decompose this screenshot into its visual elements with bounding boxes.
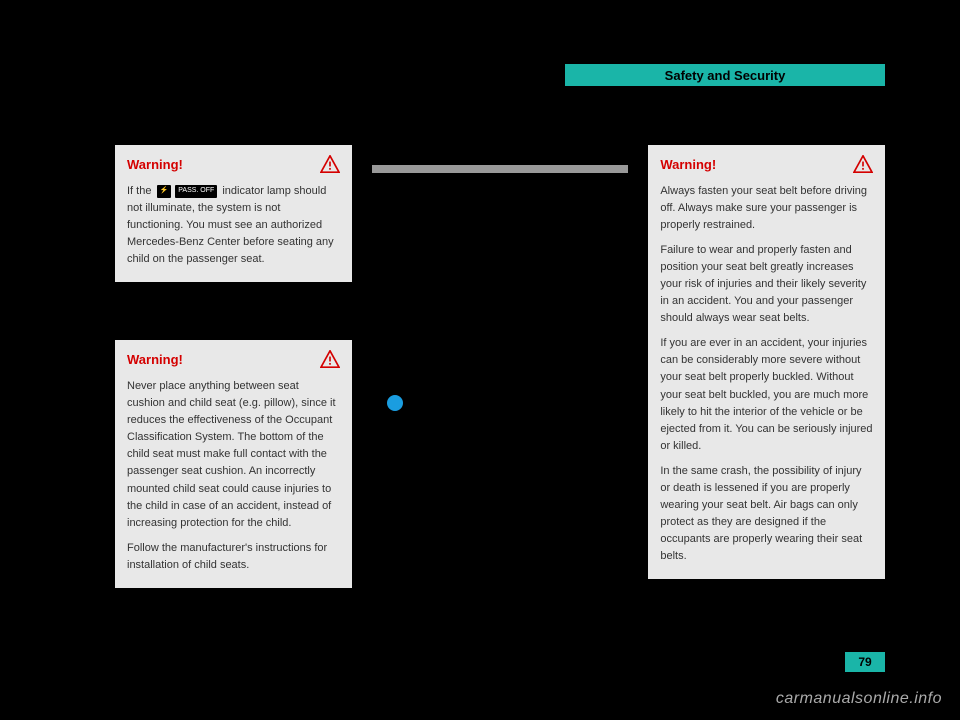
warning-p1: Never place anything between seat cushio… bbox=[127, 378, 340, 531]
section-title: Safety and Security bbox=[665, 68, 786, 83]
warning-box-childseat: Warning! Never place anything between se… bbox=[115, 340, 352, 588]
warning-header: Warning! bbox=[648, 145, 885, 179]
warning-triangle-icon bbox=[320, 350, 340, 368]
page-number-box: 79 bbox=[845, 652, 885, 672]
warning-p2: Failure to wear and properly fasten and … bbox=[660, 242, 873, 327]
warning-body: If the ⚡PASS. OFF indicator lamp should … bbox=[115, 179, 352, 282]
content-columns: Warning! If the ⚡PASS. OFF indicator lam… bbox=[0, 145, 960, 646]
warning-title: Warning! bbox=[660, 157, 716, 172]
warning-header: Warning! bbox=[115, 145, 352, 179]
indicator-badge-a: ⚡ bbox=[157, 185, 172, 198]
warning-p1: Always fasten your seat belt before driv… bbox=[660, 183, 873, 234]
page-number: 79 bbox=[858, 655, 871, 669]
watermark-text: carmanualsonline.info bbox=[776, 690, 942, 708]
warning-body: Never place anything between seat cushio… bbox=[115, 374, 352, 588]
section-header: Safety and Security bbox=[565, 64, 885, 86]
warning-header: Warning! bbox=[115, 340, 352, 374]
column-right: Warning! Always fasten your seat belt be… bbox=[648, 145, 885, 646]
warning-triangle-icon bbox=[320, 155, 340, 173]
warning-title: Warning! bbox=[127, 157, 183, 172]
column-left: Warning! If the ⚡PASS. OFF indicator lam… bbox=[115, 145, 352, 646]
warning-title: Warning! bbox=[127, 352, 183, 367]
warning-box-seatbelt: Warning! Always fasten your seat belt be… bbox=[648, 145, 885, 579]
warning-p3: If you are ever in an accident, your inj… bbox=[660, 335, 873, 454]
text-pre: If the bbox=[127, 185, 151, 197]
warning-p2: Follow the manufacturer's instructions f… bbox=[127, 540, 340, 574]
indicator-badge-b: PASS. OFF bbox=[175, 185, 217, 198]
warning-p4: In the same crash, the possibility of in… bbox=[660, 463, 873, 565]
bullet-dot-icon bbox=[387, 395, 403, 411]
warning-text: If the ⚡PASS. OFF indicator lamp should … bbox=[127, 183, 340, 268]
warning-triangle-icon bbox=[853, 155, 873, 173]
warning-box-indicator: Warning! If the ⚡PASS. OFF indicator lam… bbox=[115, 145, 352, 282]
warning-body: Always fasten your seat belt before driv… bbox=[648, 179, 885, 579]
divider-bar bbox=[372, 165, 629, 173]
column-center bbox=[382, 145, 619, 646]
